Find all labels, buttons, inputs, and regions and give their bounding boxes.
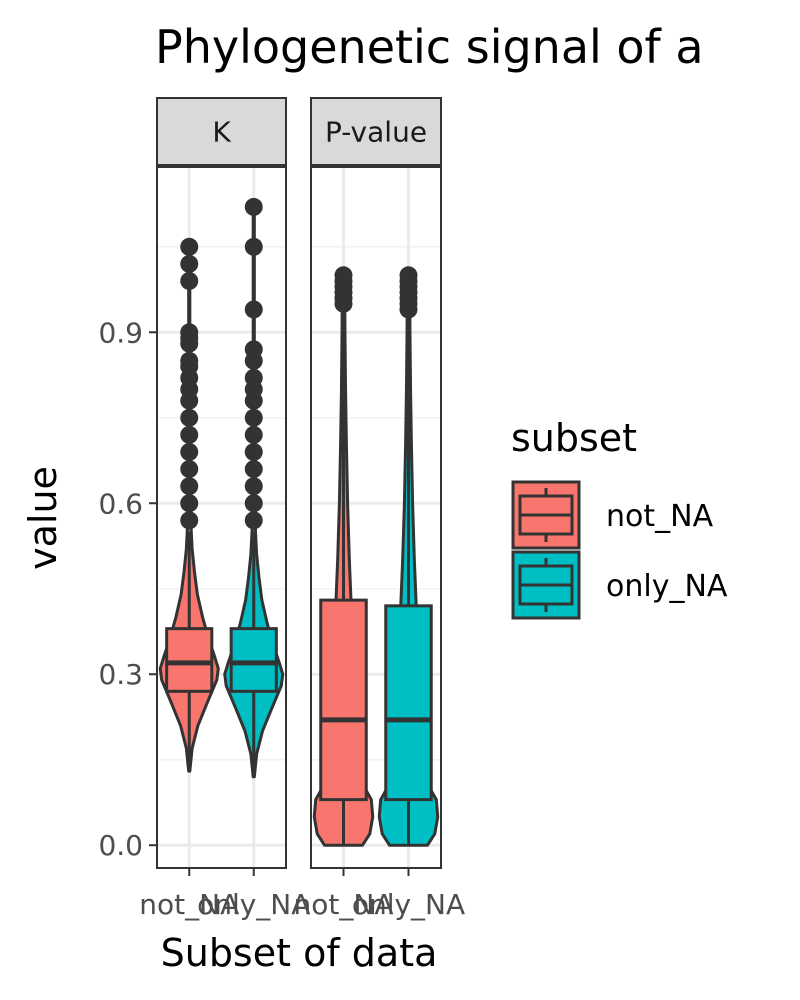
outlier-point: [399, 266, 418, 285]
chart-title: Phylogenetic signal of a: [155, 20, 704, 74]
outlier-point: [180, 271, 199, 290]
legend-title: subset: [511, 416, 637, 460]
panel-border: [310, 166, 442, 869]
facet-strip: [310, 97, 442, 166]
outlier-point: [180, 254, 199, 273]
outlier-point: [244, 408, 263, 427]
facet-strip-label: P-value: [325, 116, 427, 149]
x-axis-title: Subset of data: [161, 931, 438, 975]
box-not_NA: [319, 598, 368, 802]
x-tick-label: not_NA: [139, 888, 239, 921]
y-tick-label: 0.0: [98, 829, 143, 862]
outlier-point: [180, 425, 199, 444]
outlier-point: [180, 237, 199, 256]
outlier-point: [180, 442, 199, 461]
x-tick-label: not_NA: [294, 888, 394, 921]
x-tick-label: only_NA: [197, 888, 310, 921]
y-tick-label: 0.6: [98, 487, 143, 520]
outlier-point: [180, 511, 199, 530]
facet-strip-label: K: [212, 116, 231, 149]
outlier-point: [244, 340, 263, 359]
outlier-point: [180, 323, 199, 342]
outlier-point: [244, 494, 263, 513]
outlier-point: [244, 442, 263, 461]
outlier-point: [334, 266, 353, 285]
x-tick-label: only_NA: [352, 888, 465, 921]
outlier-point: [180, 460, 199, 479]
y-tick-label: 0.3: [98, 658, 143, 691]
y-axis-title: value: [21, 466, 65, 570]
legend-label: only_NA: [606, 569, 728, 604]
outlier-point: [180, 408, 199, 427]
outlier-point: [244, 425, 263, 444]
panel-background: [157, 167, 286, 868]
panel-border: [156, 166, 287, 869]
legend: subset not_NA only_NA: [511, 416, 728, 620]
outlier-point: [244, 460, 263, 479]
outlier-point: [244, 511, 263, 530]
outlier-point: [244, 477, 263, 496]
outlier-point: [244, 300, 263, 319]
y-tick-label: 0.9: [98, 316, 143, 349]
outlier-point: [244, 237, 263, 256]
box-only_NA: [229, 627, 278, 693]
box-only_NA: [384, 604, 433, 802]
outlier-point: [180, 351, 199, 370]
legend-label: not_NA: [606, 499, 714, 534]
outlier-point: [244, 368, 263, 387]
outlier-point: [180, 477, 199, 496]
facet-strip: [156, 97, 287, 166]
outlier-point: [244, 197, 263, 216]
box-not_NA: [165, 627, 214, 693]
outlier-point: [180, 494, 199, 513]
facet-panels: 0.00.30.60.9Knot_NAonly_NAP-valuenot_NAo…: [98, 97, 465, 921]
